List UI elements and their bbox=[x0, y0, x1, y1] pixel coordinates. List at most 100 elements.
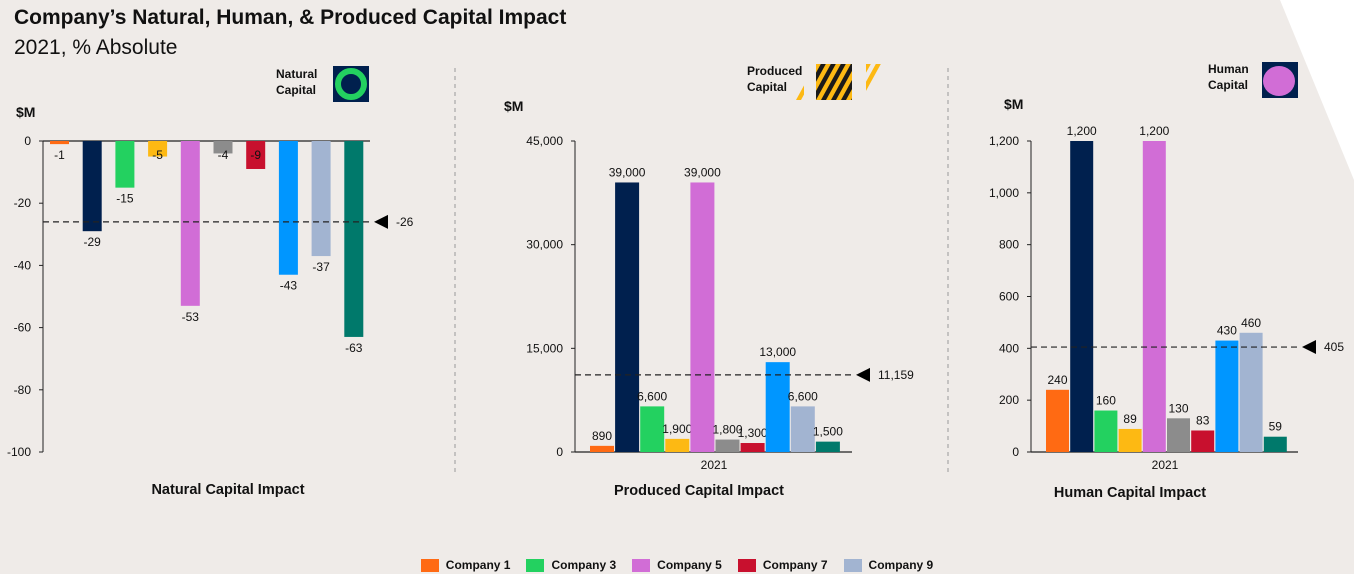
chart-title: Human Capital Impact bbox=[1054, 485, 1206, 501]
bar bbox=[148, 141, 168, 157]
legend-swatch bbox=[526, 558, 545, 572]
y-tick-label: -60 bbox=[14, 321, 32, 335]
data-label: -4 bbox=[218, 148, 229, 162]
bar bbox=[1070, 141, 1094, 452]
bar bbox=[180, 141, 200, 306]
data-label: 89 bbox=[1123, 412, 1137, 426]
data-label: 6,600 bbox=[788, 389, 818, 403]
badge-label: Capital bbox=[1208, 78, 1248, 92]
data-label: -29 bbox=[84, 235, 102, 249]
legend-swatch bbox=[632, 558, 651, 572]
data-label: -9 bbox=[250, 148, 261, 162]
data-label: -43 bbox=[280, 279, 298, 293]
y-tick-label: 1,200 bbox=[989, 134, 1019, 148]
legend-label: Company 1 bbox=[445, 558, 511, 572]
bar bbox=[278, 141, 298, 275]
data-label: 890 bbox=[592, 429, 612, 443]
y-axis-label: $M bbox=[504, 98, 523, 114]
average-label: -26 bbox=[396, 215, 414, 229]
y-tick-label: 600 bbox=[999, 290, 1019, 304]
page-subtitle: 2021, % Absolute bbox=[14, 36, 178, 59]
y-tick-label: 200 bbox=[999, 393, 1019, 407]
bar bbox=[82, 141, 102, 232]
data-label: -63 bbox=[345, 341, 363, 355]
bar bbox=[690, 182, 715, 452]
bar bbox=[665, 438, 690, 452]
corner-decoration bbox=[1280, 0, 1354, 180]
data-label: 240 bbox=[1047, 373, 1067, 387]
bar bbox=[590, 445, 614, 452]
bar bbox=[1167, 418, 1190, 452]
legend-label: Company 9 bbox=[868, 558, 934, 572]
y-tick-label: 30,000 bbox=[526, 238, 563, 252]
y-tick-label: 400 bbox=[999, 341, 1019, 355]
stripes-icon bbox=[796, 64, 881, 100]
bar bbox=[344, 141, 364, 337]
y-axis-label: $M bbox=[16, 104, 35, 120]
data-label: 1,200 bbox=[1067, 124, 1097, 138]
bar bbox=[765, 362, 790, 452]
data-label: 430 bbox=[1217, 324, 1237, 338]
average-arrow-icon bbox=[374, 214, 388, 229]
bar bbox=[1239, 332, 1263, 452]
data-label: 6,600 bbox=[637, 389, 667, 403]
data-label: -5 bbox=[152, 148, 163, 162]
data-label: -37 bbox=[312, 260, 330, 274]
bar bbox=[1191, 430, 1215, 452]
y-axis-label: $M bbox=[1004, 96, 1023, 112]
bar bbox=[640, 406, 665, 452]
legend-item: Company 5 bbox=[632, 556, 722, 574]
legend: Company 1 Company 3 Company 5 Company 7 Comp… bbox=[0, 556, 1354, 574]
bar bbox=[213, 141, 233, 154]
data-label: 13,000 bbox=[759, 345, 796, 359]
bar bbox=[1046, 389, 1069, 452]
data-label: 1,300 bbox=[738, 426, 768, 440]
charts-canvas: 0-20-40-60-80-100$M-1-29-15-5-53-4 -9-43-… bbox=[7, 62, 1344, 501]
y-tick-label: 0 bbox=[556, 445, 563, 459]
legend-item: Company 3 bbox=[526, 556, 616, 574]
data-label: 1,800 bbox=[712, 423, 742, 437]
legend-swatch bbox=[737, 558, 756, 572]
average-arrow-icon bbox=[856, 367, 870, 382]
average-arrow-icon bbox=[1302, 340, 1316, 355]
data-label: 1,500 bbox=[813, 425, 843, 439]
bar bbox=[615, 182, 640, 452]
bar bbox=[790, 406, 815, 452]
y-tick-label: 0 bbox=[1012, 445, 1019, 459]
ring-icon bbox=[333, 66, 369, 102]
y-tick-label: -40 bbox=[14, 258, 32, 272]
data-label: 1,900 bbox=[662, 422, 692, 436]
legend-label: Company 5 bbox=[657, 558, 722, 572]
legend-item: Company 7 bbox=[737, 556, 828, 574]
bar bbox=[715, 439, 740, 452]
blob-icon bbox=[1262, 62, 1298, 98]
legend-item: Company 9 bbox=[843, 556, 934, 574]
y-tick-label: 1,000 bbox=[989, 186, 1019, 200]
y-tick-label: 15,000 bbox=[526, 341, 563, 355]
legend-item: Company 1 bbox=[420, 556, 511, 574]
badge-label: Capital bbox=[276, 83, 316, 97]
average-label: 11,159 bbox=[878, 368, 914, 382]
legend-label: Company 3 bbox=[551, 558, 617, 572]
data-label: 130 bbox=[1168, 401, 1188, 415]
bar bbox=[815, 441, 840, 452]
bar bbox=[311, 141, 331, 257]
legend-label: Company 7 bbox=[762, 558, 828, 572]
y-tick-label: 45,000 bbox=[526, 134, 563, 148]
average-label: 405 bbox=[1324, 340, 1344, 354]
y-tick-label: -100 bbox=[7, 445, 31, 459]
legend-swatch bbox=[420, 558, 439, 572]
bar bbox=[50, 141, 69, 145]
bar bbox=[740, 443, 765, 452]
badge-label: Capital bbox=[747, 80, 787, 94]
data-label: -15 bbox=[116, 192, 134, 206]
badge-label: Natural bbox=[276, 67, 317, 81]
data-label: 39,000 bbox=[609, 165, 646, 179]
y-tick-label: 800 bbox=[999, 238, 1019, 252]
bar bbox=[1142, 141, 1166, 452]
page-title: Company’s Natural, Human, & Produced Cap… bbox=[14, 6, 567, 29]
x-category-label: 2021 bbox=[701, 458, 728, 472]
data-label: -53 bbox=[182, 310, 200, 324]
bar bbox=[246, 141, 266, 169]
chart-title: Produced Capital Impact bbox=[614, 483, 784, 499]
